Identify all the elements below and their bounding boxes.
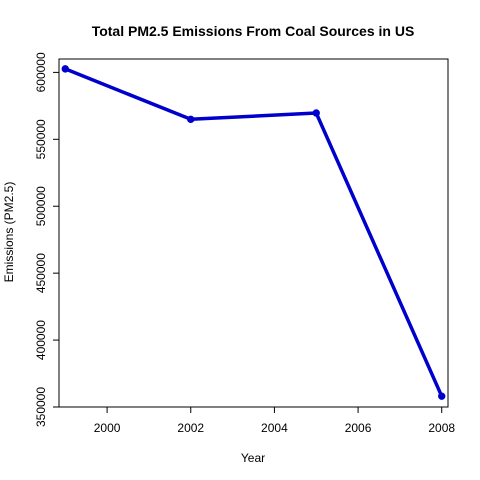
y-tick-label: 550000: [34, 119, 48, 159]
data-point: [312, 109, 320, 117]
x-tick-label: 2006: [345, 421, 372, 435]
x-axis: 2000 2002 2004 2006 2008: [94, 407, 455, 435]
series-layer: [61, 65, 446, 400]
x-tick-label: 2000: [94, 421, 121, 435]
y-tick-label: 600000: [34, 52, 48, 92]
x-tick-label: 2004: [261, 421, 288, 435]
x-tick-label: 2002: [177, 421, 204, 435]
x-axis-title: Year: [241, 451, 265, 465]
plot-frame: [58, 58, 449, 408]
y-tick-label: 350000: [34, 387, 48, 427]
x-tick-label: 2008: [428, 421, 455, 435]
chart-title: Total PM2.5 Emissions From Coal Sources …: [92, 23, 415, 39]
data-point: [438, 392, 446, 400]
y-tick-label: 400000: [34, 320, 48, 360]
y-axis: 350000 400000 450000 500000 550000 600000: [34, 52, 59, 427]
data-point: [61, 65, 69, 73]
data-point: [187, 115, 195, 124]
y-axis-title: Emissions (PM2.5): [2, 182, 16, 283]
series-line: [63, 67, 444, 398]
plot-box-layer: [58, 58, 449, 408]
labels-layer: Total PM2.5 Emissions From Coal Sources …: [2, 23, 414, 465]
y-tick-label: 500000: [34, 186, 48, 226]
y-tick-label: 450000: [34, 253, 48, 293]
